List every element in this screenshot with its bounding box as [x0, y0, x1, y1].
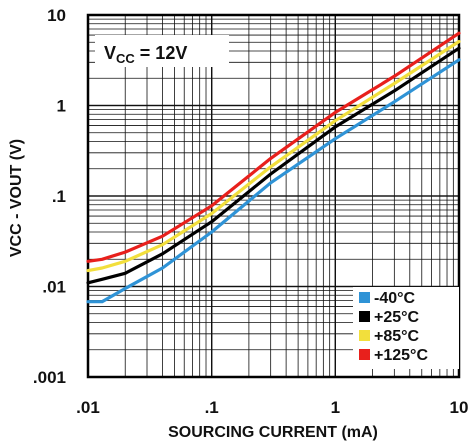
- series-lines: [86, 31, 461, 304]
- x-tick-label: 10: [450, 398, 469, 417]
- legend-swatch: [359, 311, 370, 322]
- legend-label: +25°C: [374, 309, 420, 326]
- legend-label: +85°C: [374, 328, 420, 345]
- y-tick-label: .001: [33, 368, 66, 387]
- annotation-box: VCC = 12V: [95, 35, 229, 67]
- y-tick-label: 10: [47, 6, 66, 25]
- annotation-suffix: = 12V: [135, 43, 188, 63]
- y-axis-label: VCC - VOUT (V): [8, 139, 25, 257]
- x-tick-label: 1: [331, 398, 340, 417]
- series-line: [86, 58, 461, 304]
- legend: -40°C +25°C +85°C +125°C: [353, 287, 459, 369]
- legend-label: +125°C: [374, 347, 428, 364]
- plot-frame: [86, 13, 461, 379]
- series-line: [86, 46, 461, 285]
- legend-swatch: [359, 292, 370, 303]
- legend-label: -40°C: [374, 290, 416, 307]
- series-line: [86, 39, 461, 273]
- annotation-background: [95, 35, 229, 67]
- legend-swatch: [359, 349, 370, 360]
- tick-labels: .01 .1 1 10 10 1 .1 .01 .001: [33, 6, 469, 417]
- y-tick-label: .1: [52, 187, 66, 206]
- y-tick-label: .01: [42, 278, 66, 297]
- x-axis-label: SOURCING CURRENT (mA): [168, 424, 378, 441]
- series-line: [86, 31, 461, 263]
- y-tick-label: 1: [57, 97, 66, 116]
- legend-swatch: [359, 330, 370, 341]
- legend-background: [353, 287, 459, 369]
- x-tick-label: .01: [76, 398, 100, 417]
- x-tick-label: .1: [205, 398, 219, 417]
- annotation-prefix: V: [104, 43, 116, 63]
- annotation-sub: CC: [116, 51, 135, 66]
- plot-border: [86, 13, 461, 379]
- annotation-text: VCC = 12V: [104, 43, 187, 66]
